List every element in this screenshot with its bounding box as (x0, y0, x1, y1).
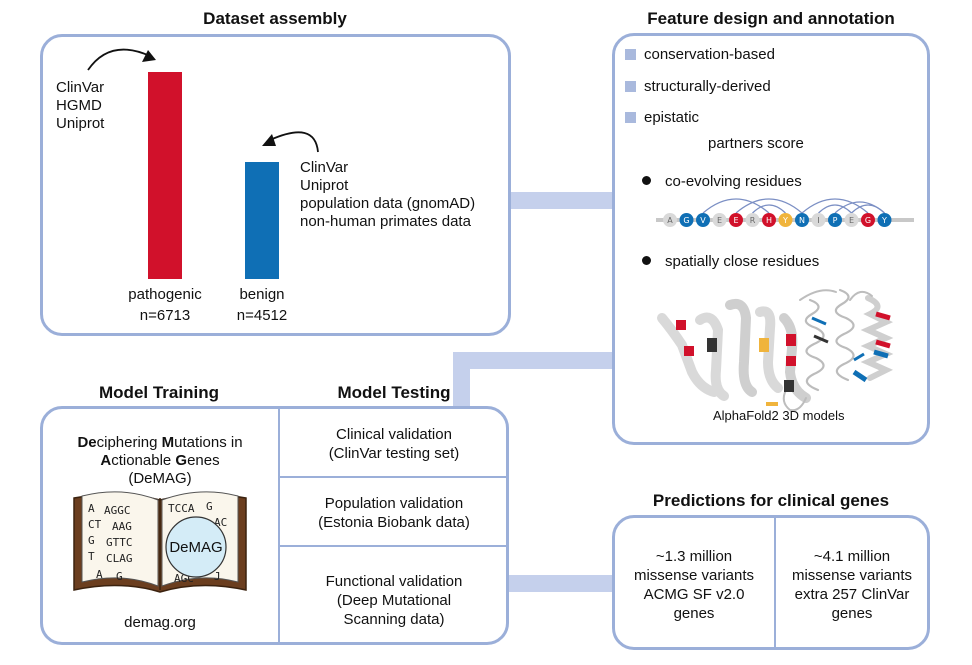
benign-count: n=4512 (236, 307, 288, 324)
square-bullet-icon (625, 112, 636, 123)
prediction-left-line3: ACMG SF v2.0 (643, 586, 745, 603)
pathogenic-source-1: ClinVar (56, 79, 105, 96)
benign-source-2: Uniprot (300, 177, 349, 194)
training-testing-divider (278, 408, 280, 643)
partners-score-label: partners score (708, 135, 804, 152)
pathogenic-source-2: HGMD (56, 97, 102, 114)
prediction-right-line4: genes (831, 605, 873, 622)
pathogenic-source-3: Uniprot (56, 115, 105, 132)
testing-title: Model Testing (337, 383, 451, 402)
benign-bar (245, 162, 279, 279)
connector-dataset-features (508, 192, 614, 209)
pathogenic-bar (148, 72, 182, 279)
dot-bullet-icon (642, 256, 651, 265)
predictions-panel (612, 515, 930, 650)
bullet-spatially-close: spatially close residues (642, 252, 819, 271)
bullet-coevolving: co-evolving residues (642, 172, 802, 191)
prediction-left-line1: ~1.3 million (655, 548, 733, 565)
clinical-validation-line1: Clinical validation (336, 426, 452, 443)
prediction-right-line1: ~4.1 million (813, 548, 891, 565)
testing-divider-1 (280, 476, 507, 478)
population-validation-line2: (Estonia Biobank data) (318, 514, 470, 531)
population-validation-line1: Population validation (324, 495, 464, 512)
prediction-left-line4: genes (673, 605, 715, 622)
clinical-validation-line2: (ClinVar testing set) (328, 445, 460, 462)
structure-caption: AlphaFold2 3D models (713, 408, 845, 423)
connector-testing-predictions (507, 575, 614, 592)
feature-item-epistatic: epistatic (625, 108, 699, 127)
demag-name-line2: Actionable Genes (100, 452, 220, 469)
functional-validation-line2: (Deep Mutational (336, 592, 452, 609)
book-label: DeMAG (169, 539, 223, 556)
connector-features-testing-v (453, 352, 470, 410)
predictions-divider (774, 517, 776, 648)
functional-validation-line1: Functional validation (325, 573, 463, 590)
testing-divider-2 (280, 545, 507, 547)
pathogenic-label: pathogenic (128, 286, 202, 303)
demag-website-link[interactable]: demag.org (124, 614, 196, 631)
functional-validation-line3: Scanning data) (343, 611, 445, 628)
benign-source-3: population data (gnomAD) (300, 195, 476, 212)
square-bullet-icon (625, 81, 636, 92)
connector-features-testing-h (453, 352, 614, 369)
demag-acronym: (DeMAG) (128, 470, 192, 487)
pathogenic-count: n=6713 (139, 307, 191, 324)
benign-source-1: ClinVar (300, 159, 349, 176)
feature-item-conservation: conservation-based (625, 45, 775, 64)
features-title: Feature design and annotation (647, 9, 895, 28)
prediction-left-line2: missense variants (633, 567, 755, 584)
demag-name-line1: Deciphering Mutations in (77, 434, 243, 451)
dot-bullet-icon (642, 176, 651, 185)
feature-item-structural: structurally-derived (625, 77, 771, 96)
benign-source-4: non-human primates data (300, 213, 471, 230)
training-title: Model Training (99, 383, 219, 402)
benign-label: benign (239, 286, 285, 303)
dataset-title: Dataset assembly (203, 9, 347, 28)
prediction-right-line3: extra 257 ClinVar (794, 586, 910, 603)
prediction-right-line2: missense variants (791, 567, 913, 584)
predictions-title: Predictions for clinical genes (652, 491, 890, 510)
square-bullet-icon (625, 49, 636, 60)
